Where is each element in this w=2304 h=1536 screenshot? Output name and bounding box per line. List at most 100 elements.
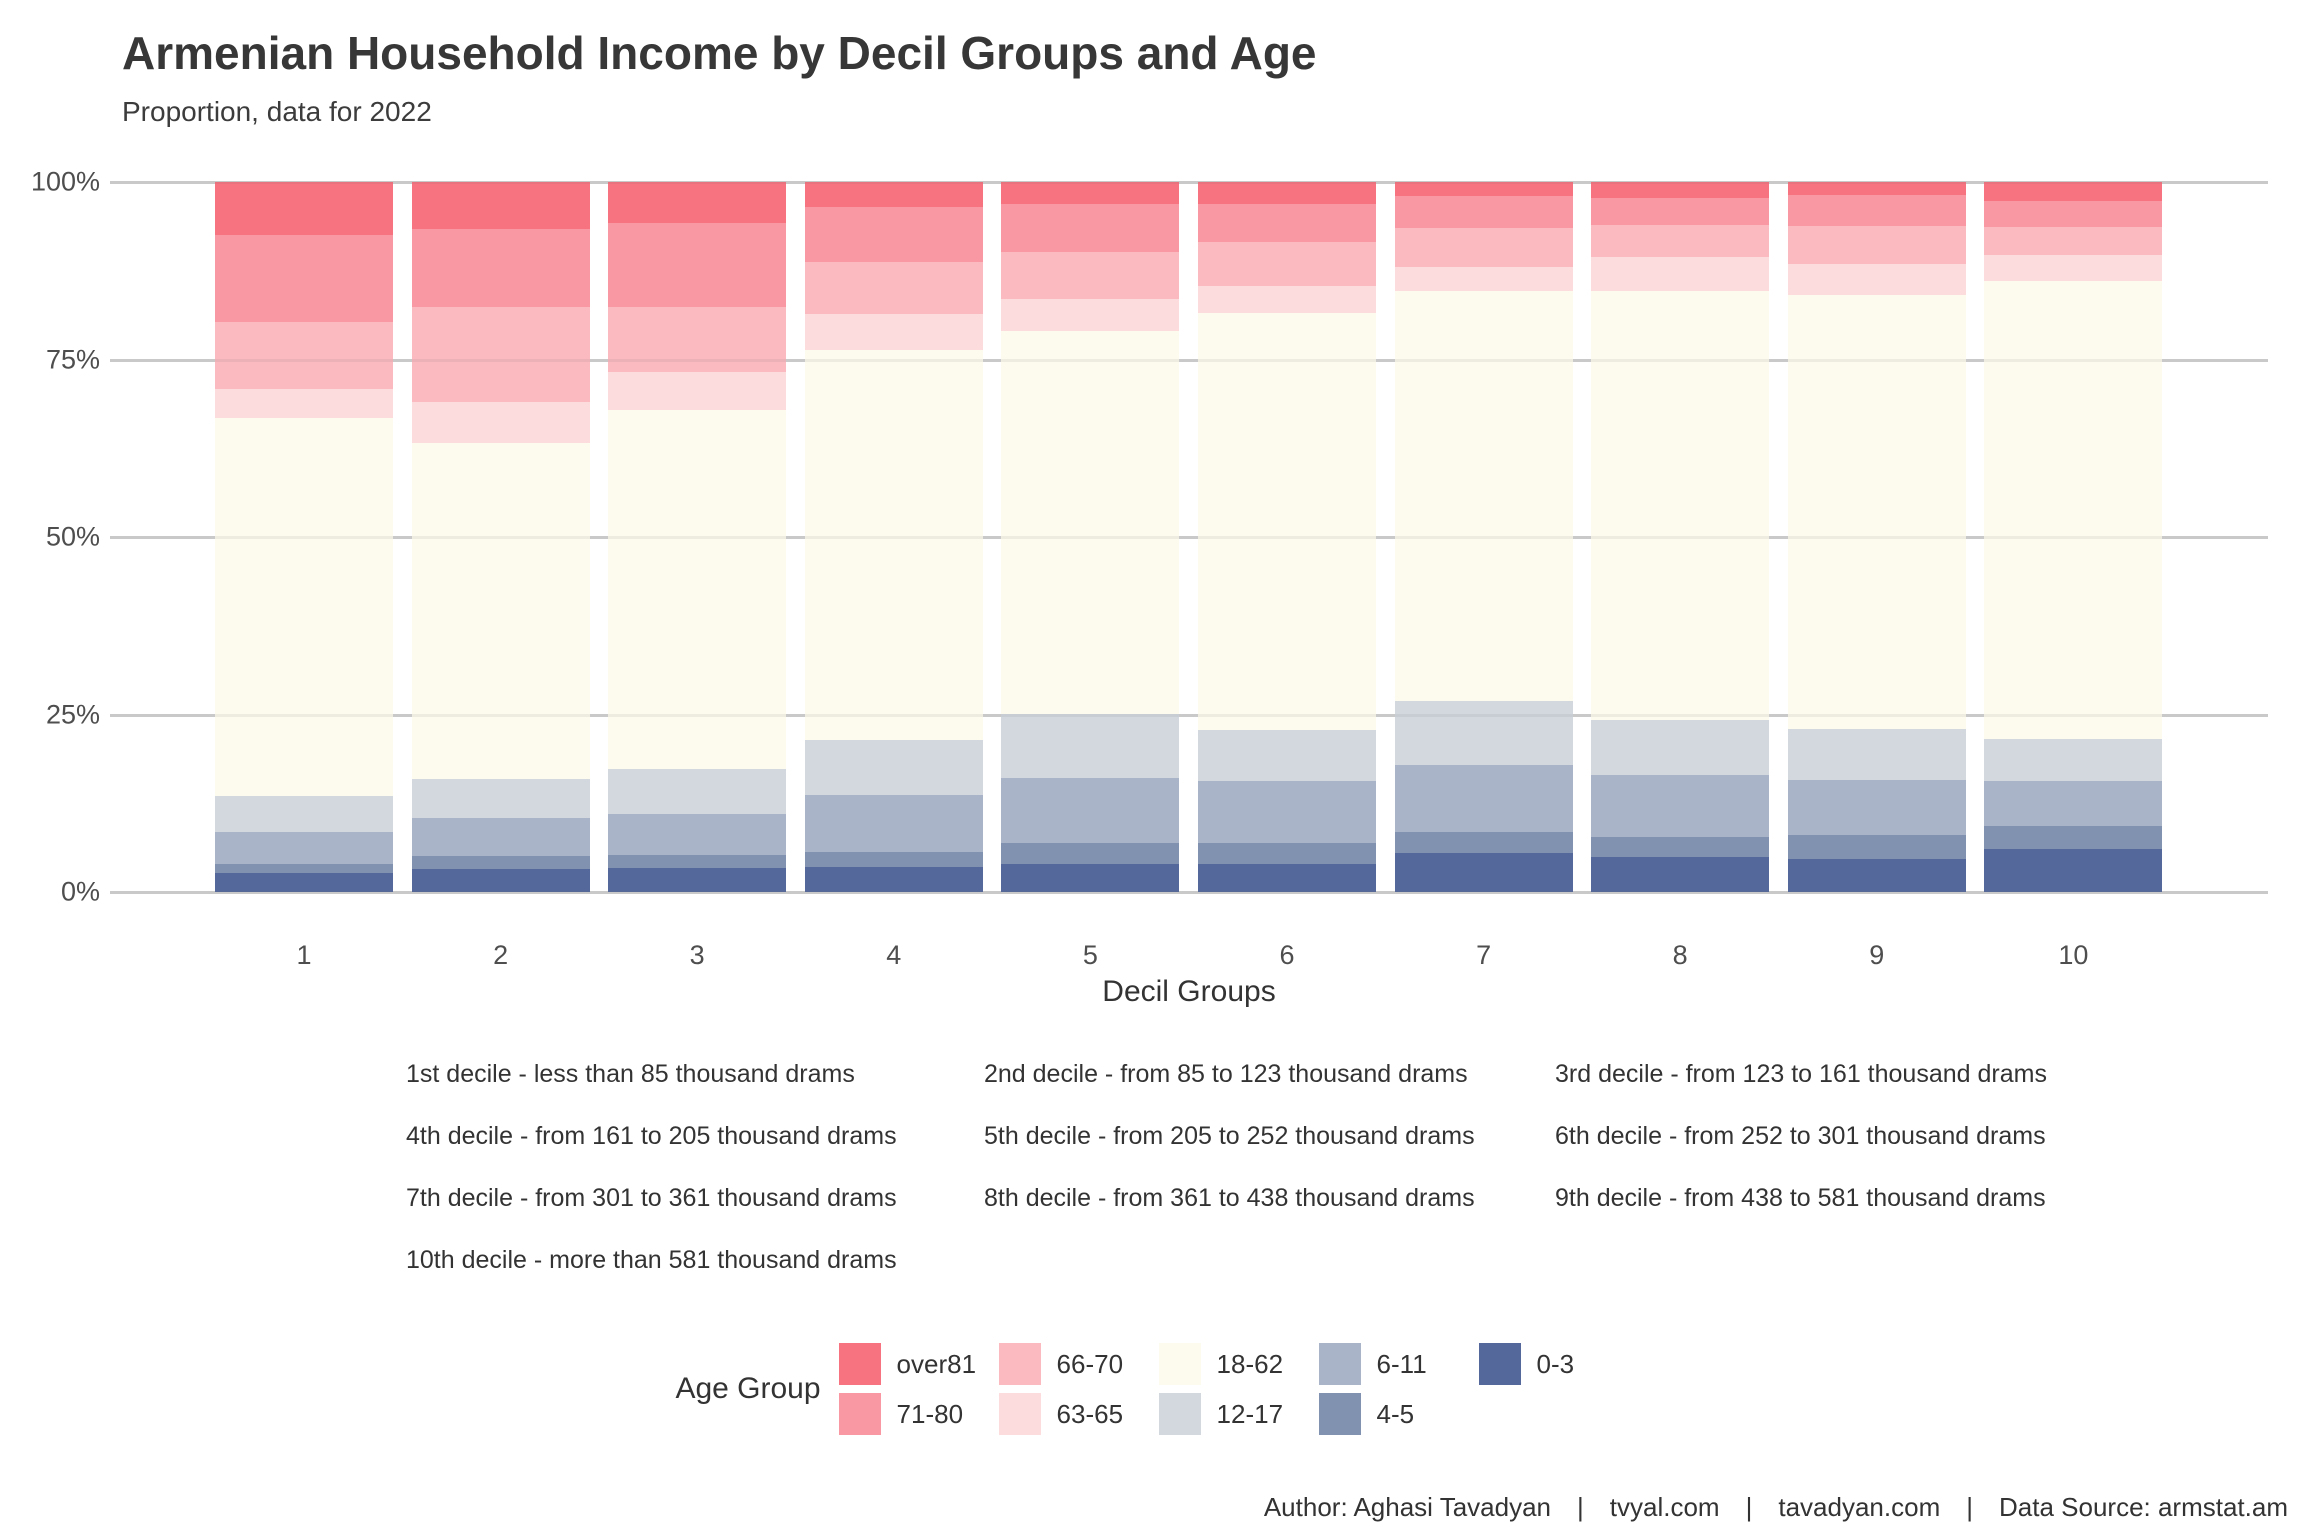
bar-segment-age-over81	[804, 182, 983, 207]
bar-segment-age-12-17	[1591, 719, 1770, 775]
x-axis-tick-label: 6	[1279, 940, 1295, 970]
footer-separator: |	[1577, 1492, 1584, 1522]
bar-segment-age-66-70	[215, 321, 393, 389]
bar-segment-age-66-70	[411, 307, 590, 403]
gridline-overlay	[110, 181, 2268, 184]
legend-swatch-icon	[998, 1343, 1041, 1385]
bar-segment-age-over81	[1001, 182, 1180, 205]
gridline-50%	[110, 536, 2268, 539]
bar-segment-age-63-65	[1591, 257, 1770, 292]
bar-segment-age-over81	[1984, 182, 2163, 202]
bar-segment-age-4-5	[1001, 843, 1180, 864]
y-axis-tick-label: 100%	[30, 166, 100, 197]
bar-segment-age-63-65	[215, 388, 393, 419]
bar-segment-age-18-62	[1984, 280, 2163, 740]
bar-segment-age-12-17	[804, 740, 983, 795]
legend-swatch-icon	[1478, 1343, 1521, 1385]
decile-note: 5th decile - from 205 to 252 thousand dr…	[984, 1122, 1475, 1150]
x-axis-tick-label: 2	[493, 940, 509, 970]
legend-swatch-icon	[1158, 1343, 1201, 1385]
bar-segment-age-71-80	[1001, 204, 1180, 253]
legend-swatch-icon	[838, 1393, 881, 1435]
gridline-100%	[110, 181, 2268, 184]
legend-label: 0-3	[1536, 1348, 1575, 1379]
gridline-75%	[110, 358, 2268, 362]
y-axis-tick-label: 25%	[45, 699, 100, 729]
bar-segment-age-66-70	[1984, 226, 2163, 256]
footer-text: tvyal.com	[1609, 1492, 1720, 1522]
bar-segment-age-18-62	[215, 418, 393, 797]
bar-segment-age-6-11	[804, 794, 983, 852]
stacked-bar-decile-1	[215, 182, 393, 892]
bar-segment-age-6-11	[608, 813, 787, 856]
bar-segment-age-66-70	[608, 307, 787, 372]
bar-segment-age-12-17	[608, 768, 787, 814]
stacked-bar-decile-4	[804, 182, 983, 892]
bar-segment-age-18-62	[1001, 331, 1180, 714]
stacked-bar-decile-9	[1787, 182, 1966, 892]
bar-segment-age-0-3	[1001, 863, 1180, 892]
bar-segment-age-6-11	[1394, 764, 1573, 833]
bar-segment-age-18-62	[1591, 291, 1770, 720]
legend-label: 71-80	[896, 1398, 964, 1429]
bar-segment-age-63-65	[1394, 266, 1573, 291]
bar-segment-age-4-5	[1984, 825, 2163, 849]
bar-segment-age-4-5	[804, 851, 983, 868]
stacked-bar-decile-6	[1198, 182, 1376, 892]
bar-segment-age-0-3	[1394, 852, 1573, 892]
bar-segment-age-0-3	[1198, 864, 1376, 892]
bar-segment-age-63-65	[1787, 264, 1966, 295]
bar-segment-age-71-80	[1787, 194, 1966, 227]
bar-segment-age-6-11	[1787, 779, 1966, 836]
bar-segment-age-63-65	[1984, 255, 2163, 281]
bar-segment-age-63-65	[411, 402, 590, 444]
legend-swatch-icon	[998, 1393, 1041, 1435]
bar-segment-age-over81	[215, 182, 393, 235]
bar-segment-age-over81	[1787, 182, 1966, 195]
legend-item-age-12-17: 12-17	[1158, 1390, 1309, 1438]
bar-segment-age-12-17	[215, 796, 393, 833]
legend-item-age-4-5: 4-5	[1318, 1390, 1469, 1438]
bar-segment-age-18-62	[1787, 294, 1966, 730]
legend-label: 6-11	[1376, 1348, 1427, 1379]
bar-segment-age-6-11	[215, 832, 393, 864]
x-axis-tick-label: 5	[1082, 940, 1098, 970]
bar-segment-age-over81	[411, 182, 590, 229]
bar-segment-age-66-70	[804, 262, 983, 315]
legend-label: 4-5	[1376, 1398, 1415, 1429]
x-axis-tick-label: 7	[1476, 940, 1492, 970]
decile-note: 3rd decile - from 123 to 161 thousand dr…	[1555, 1060, 2047, 1088]
bar-segment-age-12-17	[1198, 730, 1376, 781]
stacked-bar-decile-7	[1394, 182, 1573, 892]
bar-segment-age-71-80	[215, 234, 393, 322]
legend-item-age-6-11: 6-11	[1318, 1340, 1469, 1388]
bar-segment-age-0-3	[608, 867, 787, 892]
x-axis-tick-label: 3	[689, 940, 705, 970]
bar-segment-age-over81	[608, 182, 787, 223]
x-axis-tick-label: 4	[886, 940, 902, 970]
footer-separator: |	[1745, 1492, 1753, 1522]
stacked-bar-decile-3	[608, 182, 787, 892]
x-axis-tick-label: 10	[2058, 940, 2089, 970]
x-axis-tick-label: 9	[1869, 940, 1885, 970]
stacked-bar-decile-2	[411, 182, 590, 892]
decile-note: 1st decile - less than 85 thousand drams	[406, 1060, 855, 1088]
gridline-overlay	[110, 358, 2268, 362]
bar-segment-age-4-5	[608, 855, 787, 868]
legend-item-age-over81: over81	[838, 1340, 989, 1388]
legend-item-age-63-65: 63-65	[998, 1390, 1149, 1438]
legend-items: over81 71-80 66-70 63-65 18-62 12-17 6-11 4-5 0-…	[838, 1340, 1629, 1438]
bar-segment-age-63-65	[1001, 299, 1180, 332]
bar-segment-age-6-11	[1198, 780, 1376, 844]
bar-segment-age-0-3	[1984, 848, 2163, 892]
legend-swatch-icon	[1318, 1393, 1361, 1435]
chart-title: Armenian Household Income by Decil Group…	[122, 27, 1317, 79]
bar-segment-age-0-3	[804, 867, 983, 892]
bar-segment-age-over81	[1591, 182, 1770, 199]
bar-segment-age-66-70	[1394, 228, 1573, 267]
bar-segment-age-4-5	[411, 855, 590, 869]
legend-label: 12-17	[1216, 1398, 1284, 1429]
bar-segment-age-6-11	[1591, 774, 1770, 838]
bar-segment-age-71-80	[1591, 198, 1770, 225]
